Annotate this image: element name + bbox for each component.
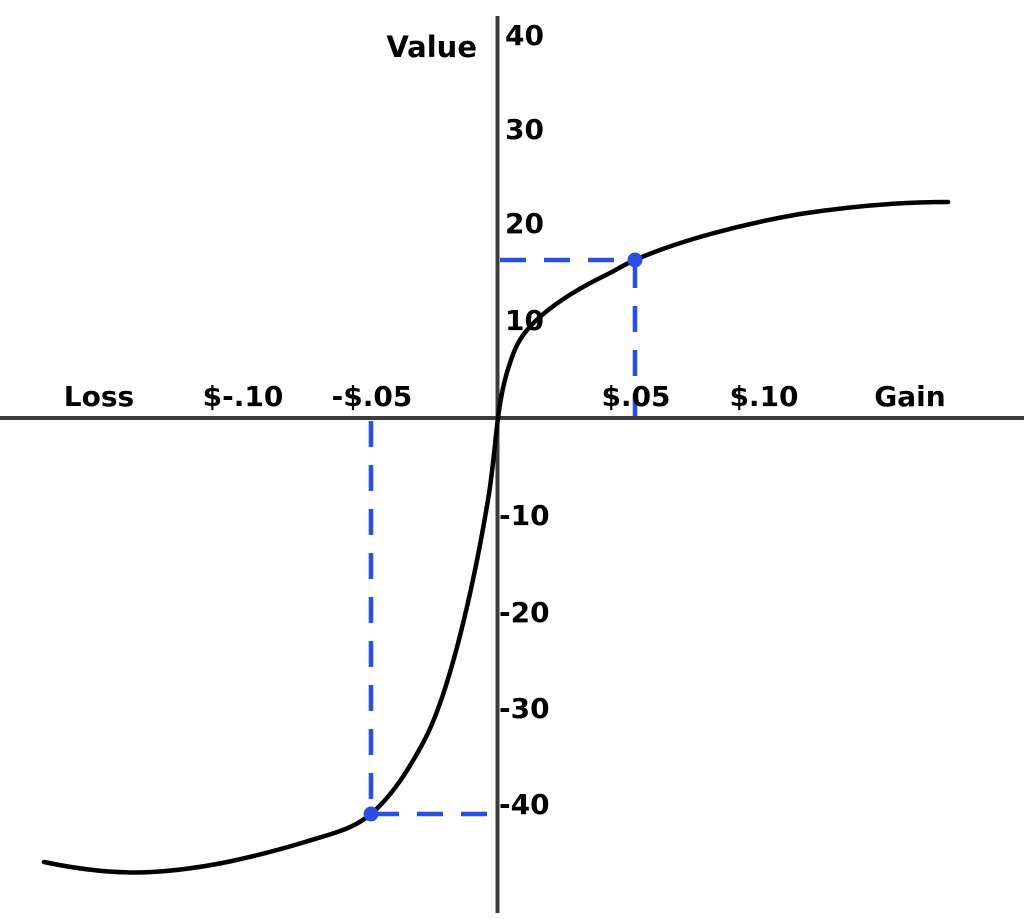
- x-tick-5-cents: $.05: [601, 380, 670, 413]
- y-tick-30: 30: [505, 113, 544, 146]
- value-function-curve: [41, 199, 951, 875]
- y-tick-10: 10: [505, 304, 544, 337]
- loss-data-point: [363, 806, 379, 822]
- x-axis-tick-labels: Loss $-.10 -$.05 $.05 $.10 Gain: [64, 380, 946, 413]
- y-tick-40: 40: [505, 19, 544, 52]
- x-axis-right-label: Gain: [874, 380, 945, 413]
- y-tick-minus-40: -40: [499, 788, 550, 821]
- x-tick-minus-5-cents: -$.05: [332, 380, 413, 413]
- y-tick-20: 20: [505, 207, 544, 240]
- guide-lines-group: [368, 257, 638, 817]
- y-tick-minus-30: -30: [499, 692, 550, 725]
- gain-data-point: [627, 252, 643, 268]
- x-tick-minus-10-cents: $-.10: [203, 380, 284, 413]
- y-tick-minus-20: -20: [499, 596, 550, 629]
- x-tick-10-cents: $.10: [729, 380, 798, 413]
- y-axis-title: Value: [386, 30, 477, 64]
- y-axis-tick-labels: 40 30 20 10 -10 -20 -30 -40: [499, 19, 550, 821]
- x-axis-left-label: Loss: [64, 380, 134, 413]
- y-tick-minus-10: -10: [499, 499, 550, 532]
